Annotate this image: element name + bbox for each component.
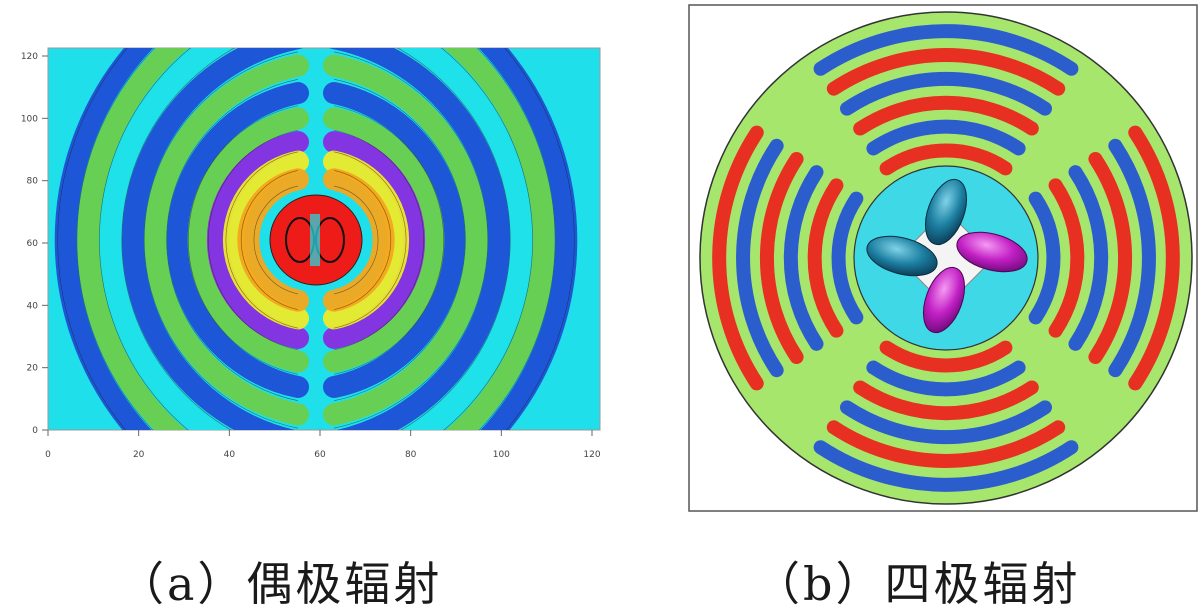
y-tick-label: 60 — [27, 239, 39, 249]
quadrupole-band-left — [807, 178, 844, 338]
x-tick-label: 60 — [314, 450, 326, 460]
dipole-wave-band-right — [478, 48, 578, 430]
dipole-wave-band-left — [166, 82, 309, 398]
y-tick-label: 100 — [21, 114, 38, 124]
quadrupole-band-top — [826, 48, 1066, 96]
dipole-contour-line — [99, 48, 191, 430]
dipole-contour-line — [333, 78, 466, 402]
dipole-contour-line — [166, 78, 299, 402]
dipole-wave-band-left — [121, 48, 303, 430]
dipole-contour-line — [504, 48, 575, 430]
quadrupole-band-bottom — [813, 440, 1079, 492]
dipole-contour-line — [76, 48, 156, 430]
dipole-contour-line — [253, 185, 299, 295]
dipole-contour-line — [333, 51, 489, 429]
dipole-wave-band-left — [144, 54, 309, 426]
dipole-contour-line — [143, 51, 299, 429]
dipole-wave-band-left — [237, 168, 309, 312]
dipole-contour-line — [396, 48, 511, 430]
quadrupole-band-right — [1108, 138, 1156, 378]
dipole-contour-line — [121, 48, 236, 430]
quadrupole-band-bottom — [879, 340, 1013, 373]
dipole-wave-band-left — [187, 107, 309, 373]
dipole-x-axis: 0 20 40 60 80 100 120 — [45, 430, 601, 460]
dipole-contour-line — [333, 170, 392, 310]
dipole-contour-line — [441, 48, 533, 430]
dipole-contour-line — [333, 151, 407, 329]
dipole-core — [269, 194, 363, 286]
dipole-contour-line — [333, 105, 444, 375]
dipole-wave-band-left — [77, 48, 189, 430]
dipole-wave-fronts — [54, 48, 578, 430]
quadrupole-band-left — [736, 138, 784, 378]
quadrupole-band-bottom — [866, 360, 1026, 397]
quadrupole-band-top — [866, 119, 1026, 156]
quadrupole-band-top — [853, 95, 1039, 136]
dipole-wave-band-right — [400, 48, 533, 430]
dipole-contour-line — [240, 170, 299, 310]
dipole-wave-band-left — [99, 48, 232, 430]
y-tick-label: 20 — [27, 364, 39, 374]
quadrupole-band-right — [1088, 152, 1132, 364]
dipole-y-axis: 0 20 40 60 80 100 120 — [21, 52, 48, 436]
quadrupole-band-bottom — [853, 380, 1039, 421]
dipole-wave-band-right — [323, 131, 426, 349]
quadrupole-lobes — [866, 178, 1028, 334]
y-tick-label: 120 — [21, 52, 38, 62]
quadrupole-band-right — [1048, 178, 1085, 338]
dipole-wave-band-right — [323, 168, 395, 312]
dipole-wave-band-right — [323, 107, 445, 373]
quadrupole-pattern — [688, 4, 1198, 512]
quadrupole-band-top — [813, 24, 1079, 76]
quadrupole-band-right — [1068, 165, 1109, 351]
quadrupole-band-right — [1028, 191, 1061, 325]
quadrupole-band-bottom — [840, 400, 1052, 444]
dipole-wave-band-left — [54, 48, 154, 430]
x-tick-label: 80 — [405, 450, 417, 460]
x-tick-label: 120 — [583, 450, 600, 460]
x-tick-label: 100 — [493, 450, 510, 460]
quadrupole-band-left — [712, 125, 764, 391]
caption-dipole-radiation: （a）偶极辐射 — [118, 557, 443, 611]
dipole-wave-band-left — [222, 150, 309, 330]
quadrupole-band-left — [760, 152, 804, 364]
dipole-wave-band-right — [323, 54, 488, 426]
dipole-contour-line — [188, 105, 299, 375]
dipole-wave-band-right — [323, 82, 466, 398]
quadrupole-band-right — [1128, 125, 1180, 391]
x-tick-label: 20 — [133, 450, 145, 460]
caption-quadrupole-radiation: （b）四极辐射 — [754, 557, 1081, 611]
dipole-contour-line — [57, 48, 128, 430]
quadrupole-band-top — [840, 72, 1052, 116]
quadrupole-band-bottom — [826, 420, 1066, 468]
dipole-wave-band-right — [323, 150, 410, 330]
x-tick-label: 40 — [224, 450, 236, 460]
x-tick-label: 0 — [45, 450, 51, 460]
dipole-wave-band-left — [206, 131, 309, 349]
quadrupole-band-left — [783, 165, 824, 351]
dipole-wave-band-right — [329, 48, 511, 430]
dipole-contour-line — [208, 129, 299, 351]
dipole-contour-line — [333, 185, 379, 295]
dipole-contour-line — [225, 151, 299, 329]
y-tick-label: 0 — [32, 426, 38, 436]
y-tick-label: 80 — [27, 177, 39, 187]
dipole-contour-plot: 0 20 40 60 80 100 120 0 20 40 60 80 100 120 — [21, 47, 601, 460]
quadrupole-band-top — [879, 143, 1013, 176]
dipole-contour-line — [476, 48, 556, 430]
quadrupole-band-left — [831, 191, 864, 325]
y-tick-label: 40 — [27, 301, 39, 311]
dipole-wave-band-right — [443, 48, 555, 430]
dipole-contour-line — [333, 129, 424, 351]
